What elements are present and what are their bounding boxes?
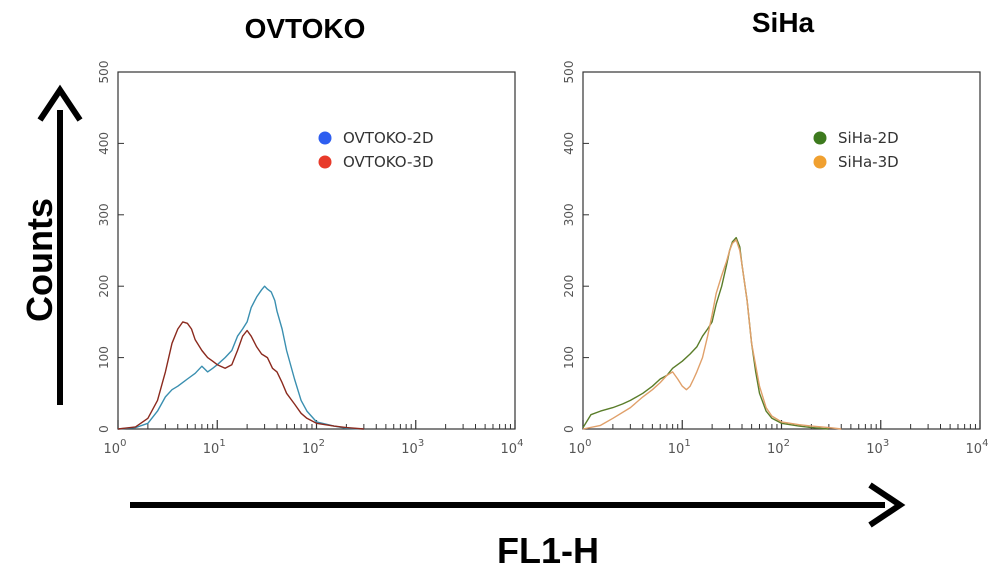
series-line-OVTOKO-2D (117, 285, 364, 430)
y-arrow-label: Counts (19, 198, 60, 322)
y-tick-label: 0 (97, 425, 111, 433)
y-tick-label: 400 (97, 132, 111, 155)
legend-marker (318, 155, 332, 169)
y-tick-label: 400 (562, 132, 576, 155)
y-tick-label: 200 (562, 275, 576, 298)
series-lines (117, 285, 364, 430)
panel-title: SiHa (752, 7, 815, 38)
x-tick-label: 104 (966, 438, 988, 457)
legend-label: SiHa-2D (838, 129, 899, 147)
series-line-SiHa-2D (582, 236, 829, 430)
y-tick-label: 300 (97, 203, 111, 226)
legend-label: OVTOKO-2D (343, 129, 434, 147)
y-axis-ticks: 0 100 200 300 400 500 (562, 61, 589, 433)
y-tick-label: 100 (97, 346, 111, 369)
legend-marker (813, 155, 827, 169)
x-tick-label: 103 (401, 438, 424, 457)
legend: SiHa-2D SiHa-3D (813, 129, 899, 171)
legend: OVTOKO-2D OVTOKO-3D (318, 129, 434, 171)
x-tick-label: 102 (767, 438, 790, 457)
y-tick-label: 0 (562, 425, 576, 433)
x-tick-label: 104 (501, 438, 524, 457)
legend-marker (318, 131, 332, 145)
x-arrow (130, 482, 906, 528)
panel-title: OVTOKO (245, 13, 366, 44)
x-tick-label: 103 (866, 438, 889, 457)
legend-label: OVTOKO-3D (343, 153, 434, 171)
y-tick-label: 100 (562, 346, 576, 369)
y-arrow (37, 84, 83, 405)
plot-frame (117, 71, 516, 430)
series-lines (582, 236, 842, 430)
panel-siha: SiHa 0 100 200 300 400 500 100 101 102 103 104 Si… (562, 7, 988, 457)
y-axis-ticks: 0 100 200 300 400 500 (97, 61, 124, 433)
x-axis-ticks: 100 101 102 103 104 (104, 420, 524, 457)
x-tick-label: 100 (104, 438, 127, 457)
x-tick-label: 101 (668, 438, 691, 457)
plot-frame (582, 71, 981, 430)
x-tick-label: 100 (569, 438, 592, 457)
x-arrow-label: FL1-H (497, 530, 599, 570)
y-tick-label: 500 (97, 61, 111, 84)
legend-label: SiHa-3D (838, 153, 899, 171)
series-line-SiHa-3D (582, 239, 842, 430)
legend-marker (813, 131, 827, 145)
series-line-OVTOKO-3D (117, 321, 364, 430)
y-tick-label: 200 (97, 275, 111, 298)
x-tick-label: 101 (203, 438, 226, 457)
x-tick-label: 102 (302, 438, 325, 457)
y-tick-label: 300 (562, 203, 576, 226)
x-axis-ticks: 100 101 102 103 104 (569, 420, 988, 457)
y-tick-label: 500 (562, 61, 576, 84)
